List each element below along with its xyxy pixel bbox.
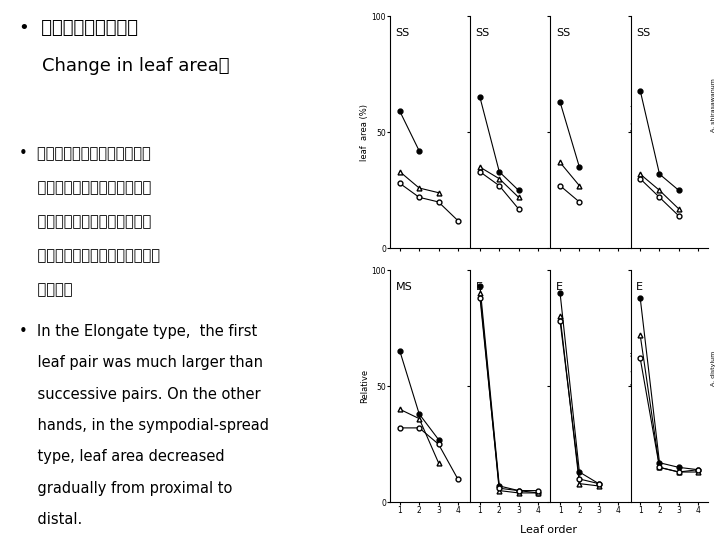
Text: A. sieboldlanum: A. sieboldlanum (552, 82, 557, 132)
Text: A. mono: A. mono (471, 360, 476, 386)
Text: SS: SS (476, 28, 490, 38)
Text: A. distylum: A. distylum (711, 351, 716, 386)
Text: E: E (556, 282, 563, 292)
Text: distal.: distal. (19, 512, 83, 527)
Text: E: E (476, 282, 482, 292)
Text: が、仮軸分枝拡大型では梢端: が、仮軸分枝拡大型では梢端 (19, 214, 152, 229)
Text: leaf pair was much larger than: leaf pair was much larger than (19, 355, 264, 370)
Text: hands, in the sympodial-spread: hands, in the sympodial-spread (19, 418, 269, 433)
Text: A. rufinerve: A. rufinerve (552, 349, 557, 386)
Text: E: E (636, 282, 643, 292)
Text: SS: SS (556, 28, 570, 38)
Text: MS: MS (396, 282, 413, 292)
Text: 遠い側の葉だけが特に大きい: 遠い側の葉だけが特に大きい (19, 180, 152, 195)
Text: に向かってだんだん小さくなっ: に向かってだんだん小さくなっ (19, 248, 161, 263)
Text: successive pairs. On the other: successive pairs. On the other (19, 387, 261, 402)
Text: •  葉の大きさの変化（: • 葉の大きさの変化（ (19, 19, 138, 37)
Text: SS: SS (396, 28, 410, 38)
Text: Change in leaf area）: Change in leaf area） (19, 57, 230, 75)
Text: A. japonicum: A. japonicum (631, 91, 636, 132)
Y-axis label: Relative: Relative (360, 369, 369, 403)
Text: A. micranthum: A. micranthum (631, 340, 636, 386)
Text: Leaf order: Leaf order (521, 524, 577, 535)
Text: A. palmatum ssp. amoenum: A. palmatum ssp. amoenum (471, 44, 476, 132)
Text: •  単軸分枝伸長型では梢端から: • 単軸分枝伸長型では梢端から (19, 146, 151, 161)
Text: ている。: ている。 (19, 282, 73, 297)
Text: •  In the Elongate type,  the first: • In the Elongate type, the first (19, 324, 258, 339)
Text: type, leaf area decreased: type, leaf area decreased (19, 449, 225, 464)
Text: A. shirasawanum: A. shirasawanum (711, 78, 716, 132)
Text: SS: SS (636, 28, 650, 38)
Text: gradually from proximal to: gradually from proximal to (19, 481, 233, 496)
Y-axis label: leaf  area (%): leaf area (%) (360, 104, 369, 161)
